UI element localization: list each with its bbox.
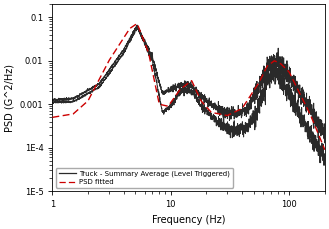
- Legend: Truck - Summary Average (Level Triggered), PSD fitted: Truck - Summary Average (Level Triggered…: [56, 168, 233, 188]
- Y-axis label: PSD (G^2/Hz): PSD (G^2/Hz): [4, 64, 14, 132]
- X-axis label: Frequency (Hz): Frequency (Hz): [152, 215, 225, 225]
